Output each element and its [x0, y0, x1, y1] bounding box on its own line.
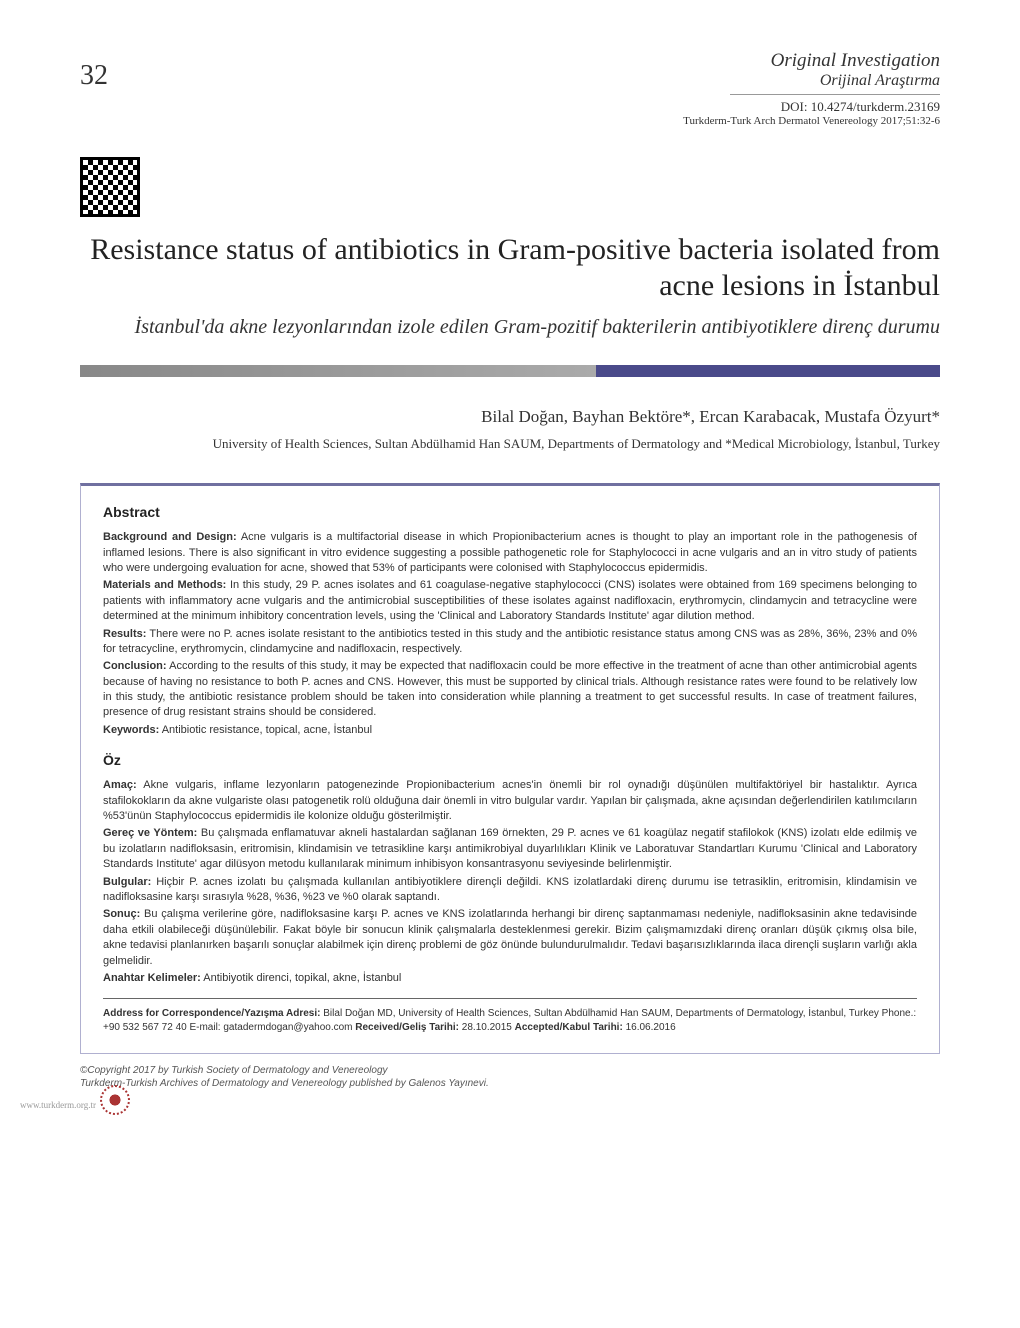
header-section: Original Investigation Orijinal Araştırm… [80, 50, 940, 127]
authors-list: Bilal Doğan, Bayhan Bektöre*, Ercan Kara… [80, 407, 940, 427]
abstract-keywords: Keywords: Antibiotic resistance, topical… [103, 723, 917, 738]
received-label: Received/Geliş Tarihi: [355, 1022, 459, 1033]
abstract-background: Background and Design: Acne vulgaris is … [103, 530, 917, 576]
header-divider [730, 94, 940, 95]
page-number: 32 [80, 60, 108, 92]
results-text: There were no P. acnes isolate resistant… [103, 628, 917, 655]
bulgular-label: Bulgular: [103, 876, 151, 888]
journal-citation: Turkderm-Turk Arch Dermatol Venereology … [80, 115, 940, 127]
oz-keywords: Anahtar Kelimeler: Antibiyotik direnci, … [103, 971, 917, 986]
oz-amac: Amaç: Akne vulgaris, inflame lezyonların… [103, 778, 917, 824]
oz-body: Amaç: Akne vulgaris, inflame lezyonların… [103, 778, 917, 986]
materials-label: Materials and Methods: [103, 579, 226, 591]
oz-gerec: Gereç ve Yöntem: Bu çalışmada enflamatuv… [103, 826, 917, 872]
article-type-tr: Orijinal Araştırma [80, 72, 940, 90]
anahtar-text: Antibiyotik direnci, topikal, akne, İsta… [201, 972, 402, 984]
accepted-label: Accepted/Kabul Tarihi: [515, 1022, 623, 1033]
page-container: 32 Original Investigation Orijinal Araşt… [0, 0, 1020, 1150]
qr-code-icon [80, 157, 140, 217]
article-title-en: Resistance status of antibiotics in Gram… [80, 232, 940, 304]
article-type-en: Original Investigation [80, 50, 940, 72]
abstract-materials: Materials and Methods: In this study, 29… [103, 578, 917, 624]
copyright-text: ©Copyright 2017 by Turkish Society of De… [80, 1064, 940, 1090]
stamp-icon [100, 1085, 130, 1115]
gerec-label: Gereç ve Yöntem: [103, 827, 197, 839]
abstract-heading: Abstract [103, 504, 917, 520]
sonuc-label: Sonuç: [103, 908, 140, 920]
background-label: Background and Design: [103, 531, 237, 543]
doi-text: DOI: 10.4274/turkderm.23169 [80, 99, 940, 115]
abstract-conclusion: Conclusion: According to the results of … [103, 659, 917, 721]
abstract-box: Abstract Background and Design: Acne vul… [80, 483, 940, 1054]
materials-text: In this study, 29 P. acnes isolates and … [103, 579, 917, 622]
amac-label: Amaç: [103, 779, 137, 791]
article-title-tr: İstanbul'da akne lezyonlarından izole ed… [80, 314, 940, 340]
conclusion-text: According to the results of this study, … [103, 660, 917, 718]
oz-bulgular: Bulgular: Hiçbir P. acnes izolatı bu çal… [103, 875, 917, 906]
conclusion-label: Conclusion: [103, 660, 167, 672]
copyright-line1: ©Copyright 2017 by Turkish Society of De… [80, 1064, 940, 1077]
received-text: 28.10.2015 [459, 1022, 512, 1033]
correspondence-label: Address for Correspondence/Yazışma Adres… [103, 1008, 320, 1019]
accepted-text: 16.06.2016 [623, 1022, 676, 1033]
results-label: Results: [103, 628, 146, 640]
abstract-body: Background and Design: Acne vulgaris is … [103, 530, 917, 738]
oz-heading: Öz [103, 752, 917, 768]
oz-sonuc: Sonuç: Bu çalışma verilerine göre, nadif… [103, 907, 917, 969]
keywords-label: Keywords: [103, 724, 159, 736]
abstract-results: Results: There were no P. acnes isolate … [103, 627, 917, 658]
amac-text: Akne vulgaris, inflame lezyonların patog… [103, 779, 917, 822]
sonuc-text: Bu çalışma verilerine göre, nadifloksasi… [103, 908, 917, 966]
keywords-text: Antibiotic resistance, topical, acne, İs… [159, 724, 372, 736]
website-url: www.turkderm.org.tr [20, 1100, 96, 1110]
anahtar-label: Anahtar Kelimeler: [103, 972, 201, 984]
gerec-text: Bu çalışmada enflamatuvar akneli hastala… [103, 827, 917, 870]
bulgular-text: Hiçbir P. acnes izolatı bu çalışmada kul… [103, 876, 917, 903]
divider-bar [80, 365, 940, 377]
correspondence-box: Address for Correspondence/Yazışma Adres… [103, 998, 917, 1035]
copyright-line2: Turkderm-Turkish Archives of Dermatology… [80, 1077, 940, 1090]
affiliation-text: University of Health Sciences, Sultan Ab… [80, 435, 940, 453]
oz-section: Öz Amaç: Akne vulgaris, inflame lezyonla… [103, 752, 917, 986]
